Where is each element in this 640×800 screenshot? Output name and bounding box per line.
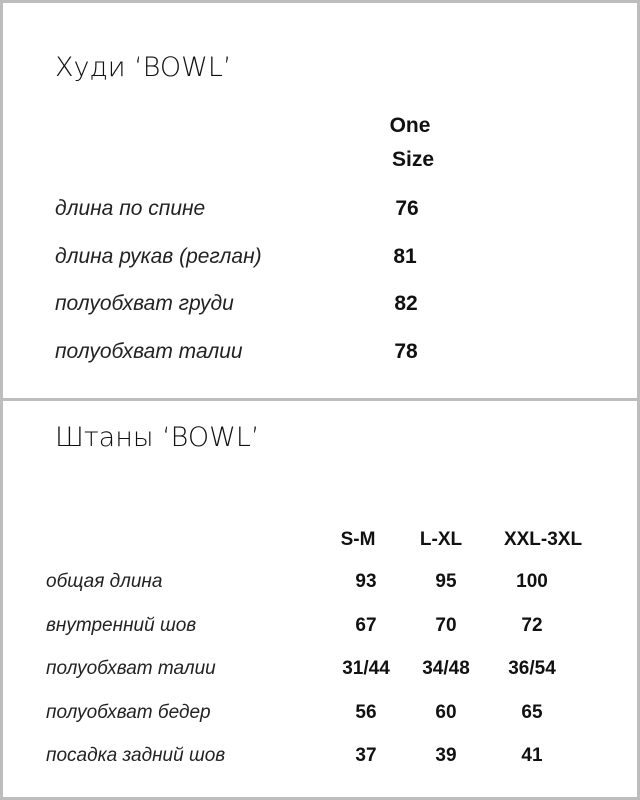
hoodie-title: Худи ‘BOWL’ [55,52,232,83]
row-value: 34/48 [422,658,470,679]
row-label: посадка задний шов [46,745,226,766]
row-label: длина рукав (реглан) [55,245,262,268]
row-value: 36/54 [508,658,556,679]
row-value: 41 [521,745,543,766]
row-label: общая длина [46,571,163,592]
row-label: внутренний шов [46,615,197,636]
row-value: 56 [355,702,377,723]
row-value: 72 [521,615,543,636]
row-value: 78 [394,340,418,363]
pants-title: Штаны ‘BOWL’ [55,422,260,453]
row-value: 39 [435,745,457,766]
row-label: полуобхват бедер [46,702,211,723]
row-value: 76 [395,197,419,220]
row-value: 82 [394,292,418,315]
row-value: 93 [355,571,377,592]
row-label: полуобхват талии [55,340,243,363]
row-value: 67 [355,615,377,636]
row-value: 70 [435,615,457,636]
row-value: 81 [393,245,417,268]
row-label: полуобхват талии [46,658,216,679]
row-value: 37 [355,745,377,766]
size-header: S-M [340,529,376,550]
row-value: 65 [521,702,543,723]
section-divider [0,398,640,401]
row-value: 31/44 [342,658,390,679]
row-value: 95 [435,571,457,592]
size-header-line2: Size [391,148,435,171]
row-value: 60 [435,702,457,723]
size-header: XXL-3XL [503,529,583,550]
row-value: 100 [516,571,548,592]
size-header: L-XL [419,529,463,550]
size-header-line1: One [389,114,431,137]
row-label: длина по спине [55,197,206,220]
row-label: полуобхват груди [55,292,234,315]
